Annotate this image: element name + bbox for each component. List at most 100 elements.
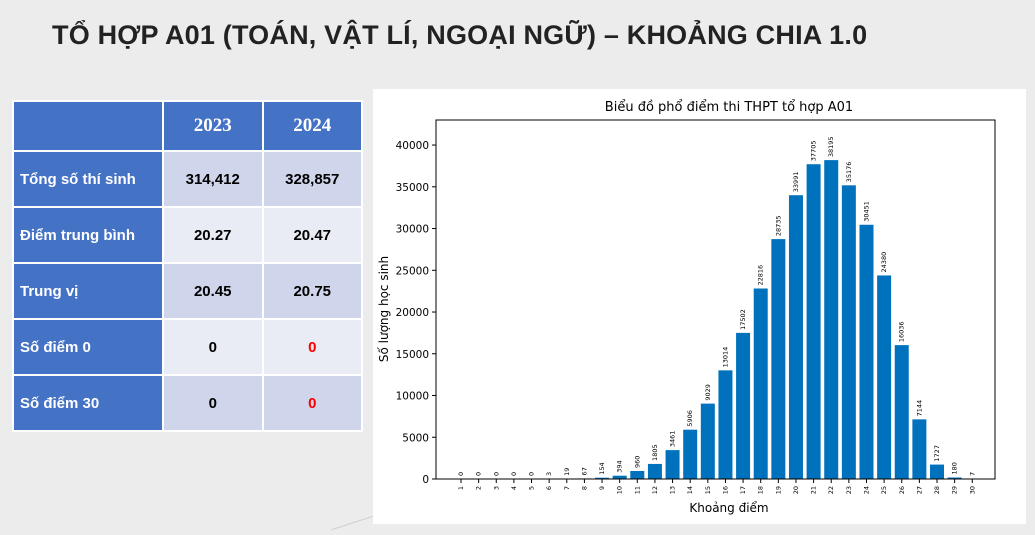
data-labels-group: 0 0 0 0 0 3 19 67 154 394 960 1805 3461 5906 9029 13014… — [457, 136, 976, 476]
data-label: 960 — [633, 456, 641, 468]
page-title: TỔ HỢP A01 (TOÁN, VẬT LÍ, NGOẠI NGỮ) – K… — [52, 20, 868, 50]
plot-frame — [435, 119, 996, 480]
y-axis-label: Số lượng học sinh — [377, 256, 391, 362]
bar — [718, 370, 733, 479]
bar — [665, 450, 680, 479]
bar — [894, 345, 909, 479]
bar — [612, 475, 627, 479]
x-tick-label: 16 — [721, 486, 729, 494]
x-tick-label: 11 — [633, 486, 641, 494]
bar — [877, 275, 892, 479]
x-tick-label: 26 — [898, 486, 906, 494]
data-label: 19 — [563, 468, 571, 476]
data-label: 5906 — [686, 410, 694, 427]
data-label: 35176 — [845, 162, 853, 183]
bar — [753, 288, 768, 479]
y-tick-label: 0 — [422, 474, 429, 486]
data-label: 3461 — [669, 431, 677, 448]
data-label: 1727 — [933, 445, 941, 462]
y-tick-label: 10000 — [396, 391, 429, 403]
x-tick-label: 27 — [915, 486, 923, 494]
row-label-score-0: Số điểm 0 — [12, 318, 164, 376]
data-label: 0 — [528, 472, 536, 476]
x-tick-label: 13 — [669, 486, 677, 494]
x-tick-label: 18 — [757, 486, 765, 494]
x-tick-label: 3 — [492, 486, 500, 490]
y-tick-label: 30000 — [396, 224, 429, 236]
data-label: 0 — [492, 472, 500, 476]
x-tick-label: 30 — [968, 486, 976, 494]
x-tick-label: 24 — [862, 486, 870, 494]
x-tick-label: 2 — [475, 486, 483, 490]
data-label: 13014 — [721, 347, 729, 368]
bar — [806, 164, 821, 479]
cell-total-2023: 314,412 — [162, 150, 264, 208]
cell-median-2024: 20.75 — [261, 262, 363, 320]
x-tick-label: 20 — [792, 486, 800, 494]
x-tick-label: 15 — [704, 486, 712, 494]
table-row: Trung vị 20.45 20.75 — [12, 262, 363, 320]
row-label-average-score: Điểm trung bình — [12, 206, 164, 264]
y-tick-label: 15000 — [396, 349, 429, 361]
x-tick-label: 25 — [880, 486, 888, 494]
x-tick-label: 21 — [810, 486, 818, 494]
x-tick-label: 10 — [616, 486, 624, 494]
data-label: 7 — [968, 472, 976, 476]
x-tick-label: 9 — [598, 486, 606, 490]
chart-title: Biểu đồ phổ điểm thi THPT tổ hợp A01 — [605, 100, 853, 115]
data-label: 17502 — [739, 309, 747, 330]
data-label: 37705 — [810, 141, 818, 162]
row-label-score-30: Số điểm 30 — [12, 374, 164, 432]
y-tick-label: 20000 — [396, 307, 429, 319]
data-label: 24380 — [880, 252, 888, 273]
x-tick-label: 17 — [739, 486, 747, 494]
data-label: 28735 — [774, 215, 782, 236]
x-tick-label: 22 — [827, 486, 835, 494]
year-header-2024: 2024 — [261, 100, 363, 152]
x-tick-label: 8 — [580, 486, 588, 490]
row-label-median: Trung vị — [12, 262, 164, 320]
x-tick-label: 4 — [510, 486, 518, 490]
bar — [595, 477, 610, 479]
data-label: 3 — [545, 472, 553, 476]
y-tick-label: 25000 — [396, 265, 429, 277]
chart-panel: Biểu đồ phổ điểm thi THPT tổ hợp A01 Số … — [373, 89, 1026, 524]
y-axis-ticks: 0 5000 10000 15000 20000 25000 30000 35000 40000 — [396, 140, 436, 486]
cell-score0-2024: 0 — [261, 318, 363, 376]
data-label: 9029 — [704, 384, 712, 401]
bar — [771, 239, 786, 479]
data-label: 0 — [475, 472, 483, 476]
x-axis-label: Khoảng điểm — [689, 501, 768, 515]
bars-group — [542, 160, 980, 480]
x-tick-label: 6 — [545, 486, 553, 490]
data-label: 0 — [457, 472, 465, 476]
x-axis-ticks: 1 2 3 4 5 6 7 8 9 10 11 12 13 14 15 16 17 18 19 20 21 22 23 24 2… — [457, 479, 976, 494]
x-tick-label: 5 — [528, 486, 536, 490]
bar — [683, 429, 698, 479]
score-distribution-chart: Biểu đồ phổ điểm thi THPT tổ hợp A01 Số … — [377, 100, 996, 515]
cell-total-2024: 328,857 — [261, 150, 363, 208]
cell-score30-2023: 0 — [162, 374, 264, 432]
bar — [930, 464, 945, 479]
bar — [630, 470, 645, 479]
data-label: 7144 — [915, 400, 923, 417]
x-tick-label: 14 — [686, 486, 694, 494]
data-label: 22816 — [757, 265, 765, 286]
data-label: 154 — [598, 462, 606, 474]
cell-score30-2024: 0 — [261, 374, 363, 432]
x-tick-label: 7 — [563, 486, 571, 490]
table-header-row: 2023 2024 — [12, 100, 363, 152]
stats-table: 2023 2024 Tổng số thí sinh 314,412 328,8… — [12, 100, 363, 432]
cell-median-2023: 20.45 — [162, 262, 264, 320]
table-row: Số điểm 30 0 0 — [12, 374, 363, 432]
data-label: 33991 — [792, 172, 800, 193]
bar — [700, 403, 715, 479]
year-header-2023: 2023 — [162, 100, 264, 152]
bar — [788, 195, 803, 480]
cell-score0-2023: 0 — [162, 318, 264, 376]
data-label: 38195 — [827, 136, 835, 157]
data-label: 180 — [951, 462, 959, 474]
bar — [647, 463, 662, 479]
cell-average-2023: 20.27 — [162, 206, 264, 264]
x-tick-label: 1 — [457, 486, 465, 490]
